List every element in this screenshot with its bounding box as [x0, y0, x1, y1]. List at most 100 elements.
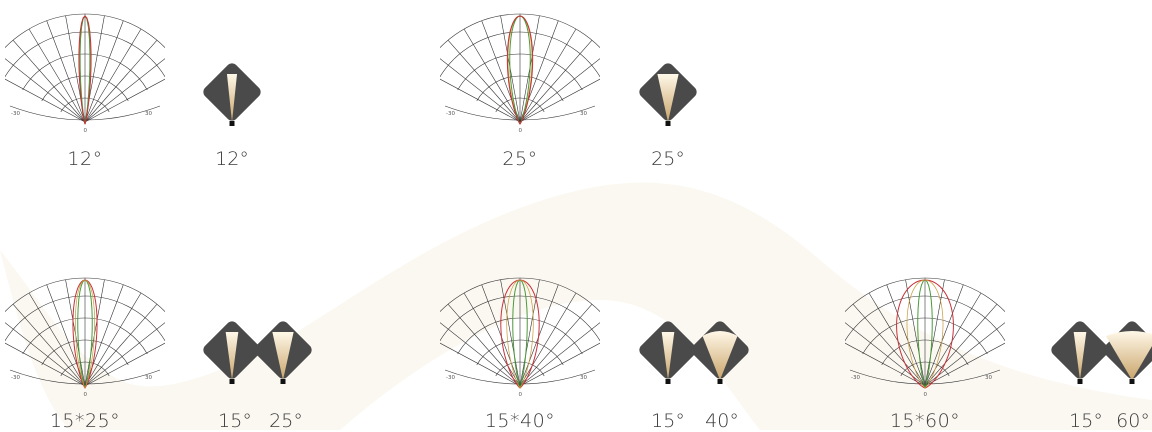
grid-arc [5, 31, 165, 78]
grid-arc [476, 75, 564, 102]
axis-label-left: -30 [11, 111, 20, 117]
grid-radial-line [84, 78, 165, 123]
grid-radial-line [12, 40, 86, 123]
grid-arc [495, 97, 545, 113]
polar-diagram-15x60: -30 0 30 [845, 272, 1005, 404]
icon-label-60: 60° [1116, 410, 1150, 432]
grid-radial-line [84, 40, 158, 123]
grid-arc [5, 295, 165, 342]
beam-icon-60 [1098, 316, 1152, 395]
grid-arc [476, 339, 564, 366]
grid-radial-line [852, 304, 926, 387]
polar-grid: -30 0 30 [440, 277, 600, 398]
grid-arc [440, 13, 600, 49]
grid-radial-line [440, 78, 521, 123]
axis-label-center: 0 [84, 392, 88, 398]
grid-arc [440, 295, 600, 342]
grid-radial-line [924, 342, 1005, 387]
axis-label-center: 0 [519, 128, 523, 134]
beam-icon-40 [686, 316, 754, 395]
beam-icon-15c [1046, 316, 1114, 395]
grid-radial-line [924, 322, 1005, 387]
grid-radial-line [519, 322, 600, 387]
grid-radial-line [84, 58, 165, 123]
grid-arc [60, 361, 110, 377]
axis-label-right: 30 [145, 111, 152, 117]
grid-arc [60, 97, 110, 113]
grid-arc [440, 277, 600, 313]
light-source-dot [1129, 379, 1135, 384]
intensity-curve-red [506, 15, 534, 125]
axis-label-left: -30 [851, 375, 860, 381]
icon-label-25b: 25° [269, 410, 303, 432]
grid-radial-line [519, 304, 593, 387]
light-beam-cone [226, 74, 238, 122]
light-source-dot [665, 121, 671, 126]
grid-radial-line [440, 342, 521, 387]
light-beam-cone [661, 332, 675, 380]
beam-icon-25b [249, 316, 317, 395]
grid-base-arc [849, 369, 1001, 385]
axis-label-center: 0 [924, 392, 928, 398]
beam-icon-12 [198, 58, 266, 137]
light-source-dot [717, 379, 723, 384]
grid-radial-line [519, 78, 600, 123]
grid-arc [881, 339, 969, 366]
axis-label-left: -30 [11, 375, 20, 381]
axis-label-left: -30 [446, 111, 455, 117]
grid-arc [41, 339, 129, 366]
grid-base-arc [444, 105, 596, 121]
intensity-curve-gold [74, 279, 96, 389]
icon-label-15: 15° [218, 410, 252, 432]
grid-radial-line [519, 342, 600, 387]
intensity-curve-gold [906, 279, 944, 389]
caption-15x60: 15*60° [889, 410, 961, 432]
grid-base-arc [9, 369, 161, 385]
icon-label-25: 25° [651, 148, 685, 170]
icon-label-40: 40° [705, 410, 739, 432]
grid-arc [457, 317, 583, 355]
light-beam-cone [1073, 332, 1087, 380]
axis-label-right: 30 [145, 375, 152, 381]
grid-arc [845, 277, 1005, 313]
axis-label-center: 0 [519, 392, 523, 398]
grid-arc [845, 295, 1005, 342]
grid-base-arc [444, 369, 596, 385]
grid-radial-line [5, 342, 86, 387]
polar-grid: -30 0 30 [5, 13, 165, 134]
light-beam-cone [272, 332, 294, 380]
light-beam-cone [657, 74, 679, 122]
grid-arc [862, 317, 988, 355]
caption-15x40: 15*40° [484, 410, 556, 432]
grid-base-arc [9, 105, 161, 121]
grid-arc [900, 361, 950, 377]
light-source-dot [665, 379, 671, 384]
icon-label-12: 12° [215, 148, 249, 170]
icon-label-15c: 15° [1069, 410, 1103, 432]
grid-arc [41, 75, 129, 102]
light-source-dot [280, 379, 286, 384]
grid-arc [5, 277, 165, 313]
polar-diagram-15x25: -30 0 30 [5, 272, 165, 404]
grid-arc [22, 317, 148, 355]
light-source-dot [229, 379, 235, 384]
caption-15x25: 15*25° [49, 410, 121, 432]
beam-icon-15 [198, 316, 266, 395]
grid-radial-line [845, 342, 926, 387]
polar-grid: -30 0 30 [440, 13, 600, 134]
axis-label-right: 30 [985, 375, 992, 381]
caption-12: 12° [67, 148, 103, 170]
polar-diagram-15x40: -30 0 30 [440, 272, 600, 404]
axis-label-right: 30 [580, 375, 587, 381]
grid-radial-line [5, 78, 86, 123]
polar-grid: -30 0 30 [5, 277, 165, 398]
grid-radial-line [84, 342, 165, 387]
axis-label-left: -30 [446, 375, 455, 381]
light-source-dot [1077, 379, 1083, 384]
icon-label-15b: 15° [651, 410, 685, 432]
polar-diagram-12: -30 0 30 [5, 8, 165, 140]
beam-icon-25 [634, 58, 702, 137]
grid-radial-line [447, 304, 521, 387]
beam-icon-15b [634, 316, 702, 395]
polar-grid: -30 0 30 [845, 277, 1005, 398]
